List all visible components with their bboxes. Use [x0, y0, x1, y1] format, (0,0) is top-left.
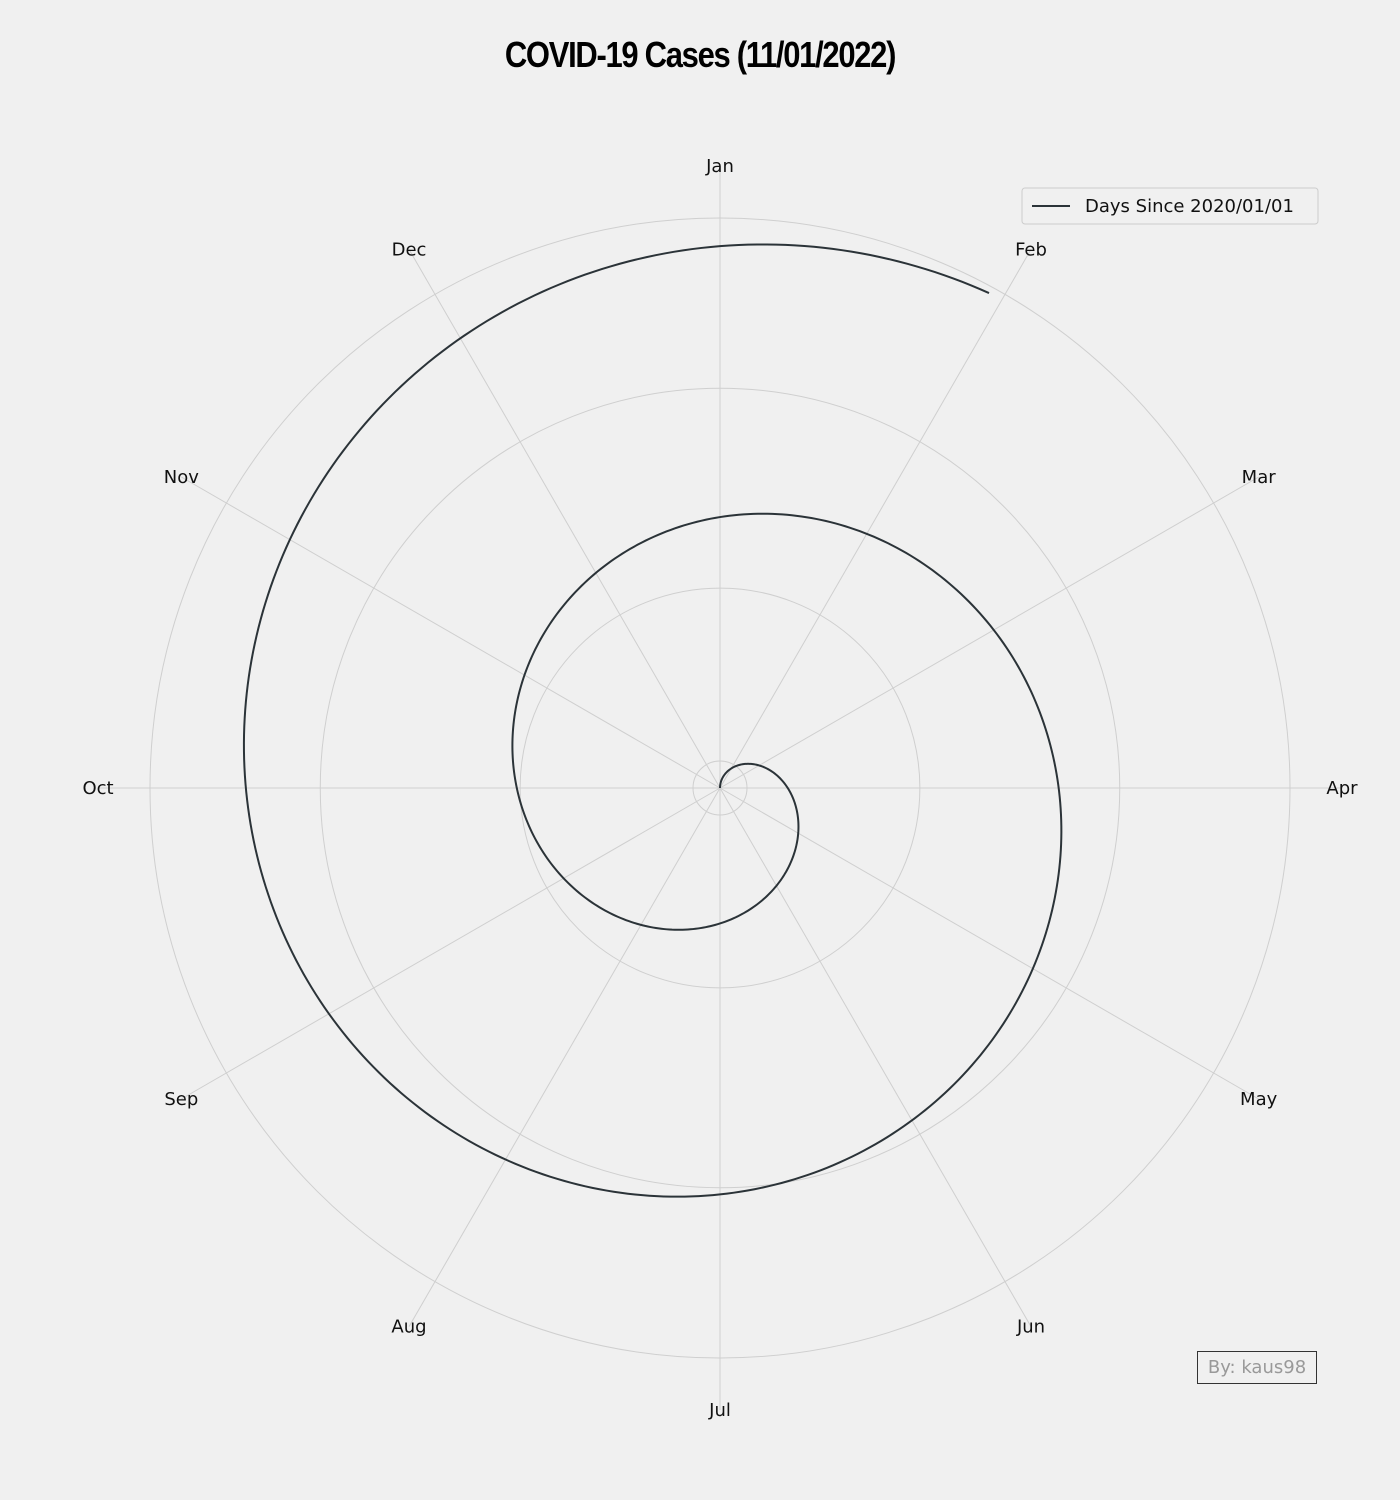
month-label-may: May [1240, 1089, 1278, 1110]
credit-box: By: kaus98 [1197, 1351, 1317, 1384]
legend: Days Since 2020/01/01 [1021, 187, 1319, 225]
angular-gridline [719, 249, 1032, 789]
month-label-aug: Aug [391, 1317, 426, 1338]
legend-label: Days Since 2020/01/01 [1085, 196, 1294, 217]
month-label-jul: Jul [708, 1400, 731, 1421]
month-labels: Jan Feb Mar Apr May Jun Jul Aug Sep Oct Nov Dec [82, 156, 1358, 1421]
month-label-apr: Apr [1326, 778, 1358, 799]
angular-gridline [719, 787, 1032, 1327]
month-label-jan: Jan [705, 156, 734, 177]
chart-title: COVID-19 Cases (11/01/2022) [504, 34, 897, 75]
month-label-sep: Sep [164, 1089, 198, 1110]
legend-box [1021, 187, 1319, 225]
series-line [242, 243, 1063, 1198]
angular-gridline [181, 787, 721, 1100]
angular-gridline [408, 787, 721, 1327]
month-label-jun: Jun [1016, 1317, 1045, 1338]
radial-grid [98, 166, 1342, 1410]
angular-gridline [181, 476, 721, 789]
series-layer [242, 243, 1063, 1198]
angular-gridline [719, 476, 1259, 789]
angular-gridline [408, 249, 721, 789]
month-label-feb: Feb [1015, 239, 1047, 260]
month-label-oct: Oct [82, 778, 113, 799]
month-label-dec: Dec [392, 239, 427, 260]
month-label-mar: Mar [1242, 467, 1277, 488]
angular-gridline [719, 787, 1259, 1100]
month-label-nov: Nov [164, 467, 199, 488]
